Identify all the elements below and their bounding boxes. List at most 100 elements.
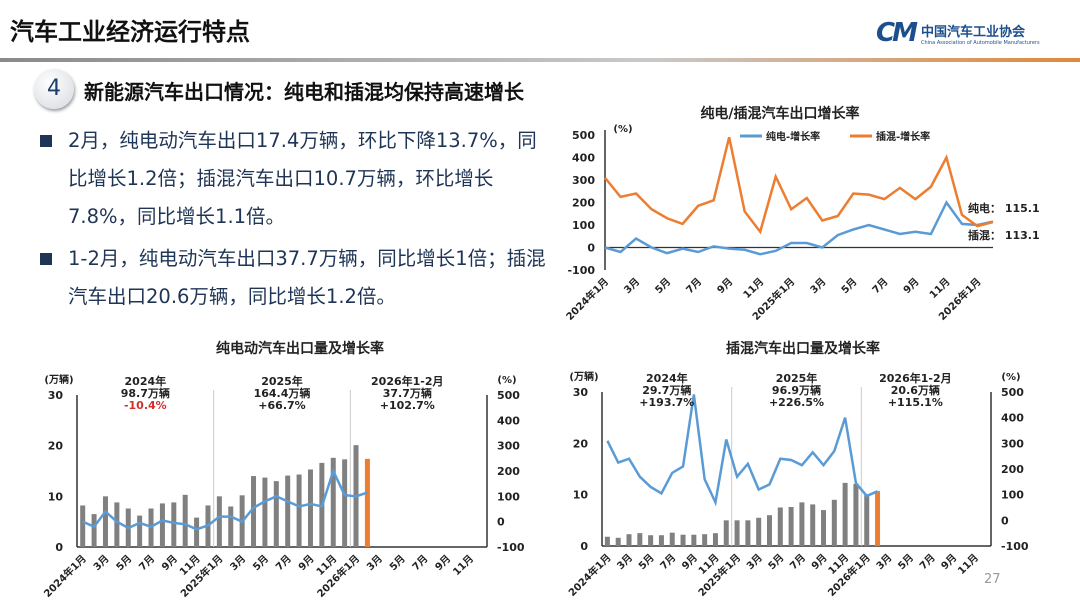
x-tick-label: 7月: [917, 552, 937, 572]
bar: [273, 481, 279, 547]
y-tick-label-right: -100: [1001, 540, 1029, 553]
bar: [702, 534, 708, 546]
bar: [821, 510, 827, 546]
x-tick-label: 7月: [410, 553, 430, 573]
bullet-text: 2月，纯电动汽车出口17.4万辆，环比下降13.7%，同比增长1.2倍；插混汽车…: [68, 129, 537, 228]
growth-line: [82, 467, 368, 531]
bar: [766, 515, 772, 546]
y-tick-label-left: 10: [48, 490, 64, 503]
bar: [745, 520, 751, 546]
x-tick-label: 2024年1月: [566, 551, 614, 599]
x-tick-label: 3月: [874, 552, 894, 572]
x-tick-label: 3月: [228, 553, 248, 573]
y-tick-label: 0: [587, 242, 595, 255]
period-volume: 164.4万辆: [254, 386, 311, 400]
x-tick-label: 11月: [927, 276, 952, 301]
x-tick-label: 3月: [744, 552, 764, 572]
period-year: 2026年1-2月: [879, 371, 952, 385]
bar: [680, 534, 686, 546]
bar: [307, 469, 313, 547]
bar: [723, 520, 729, 546]
period-year: 2026年1-2月: [371, 374, 444, 388]
x-tick-label: 5月: [896, 552, 916, 572]
y-tick-label: 100: [572, 219, 595, 232]
bar: [669, 532, 675, 546]
x-tick-label: 5月: [653, 276, 673, 296]
period-volume: 37.7万辆: [383, 386, 432, 400]
end-value-label: 插混： 113.1: [968, 228, 1040, 242]
bar: [251, 476, 257, 547]
period-volume: 20.6万辆: [891, 383, 940, 397]
bar: [91, 514, 97, 547]
y-tick-label: -100: [567, 264, 595, 277]
chart-title: 插混汽车出口量及增长率: [726, 340, 880, 357]
x-tick-label: 11月: [956, 552, 981, 577]
x-tick-label: 7月: [788, 552, 808, 572]
bar: [734, 520, 740, 546]
x-tick-label: 7月: [658, 552, 678, 572]
bar: [648, 535, 654, 546]
logo-name-en: China Association of Automobile Manufact…: [920, 39, 1040, 46]
section-number: 4: [34, 69, 74, 109]
x-tick-label: 3月: [615, 552, 635, 572]
x-tick-label: 5月: [766, 552, 786, 572]
x-tick-label: 5月: [387, 553, 407, 573]
bar: [194, 517, 200, 547]
y-tick-label-right: 200: [497, 465, 520, 478]
period-year: 2025年: [261, 374, 303, 388]
x-tick-label: 7月: [870, 276, 890, 296]
bar: [216, 496, 222, 547]
bar: [831, 499, 837, 546]
y-tick-label-left: 30: [573, 386, 589, 399]
bar: [756, 517, 762, 546]
bullet-item: 1-2月，纯电动汽车出口37.7万辆，同比增长1倍；插混汽车出口20.6万辆，同…: [38, 240, 548, 316]
logo: CM 中国汽车工业协会 China Association of Automob…: [876, 18, 1040, 48]
y-tick-label-left: 30: [48, 389, 64, 402]
bullet-item: 2月，纯电动汽车出口17.4万辆，环比下降13.7%，同比增长1.2倍；插混汽车…: [38, 122, 548, 236]
bullet-square-icon: [40, 253, 52, 265]
period-growth: +193.7%: [639, 396, 694, 409]
y-unit-left: (万辆): [44, 373, 73, 386]
growth-line: [606, 394, 879, 507]
bar: [80, 505, 86, 547]
bar: [137, 515, 143, 547]
x-tick-label: 2024年1月: [41, 552, 89, 600]
logo-mark: CM: [876, 18, 918, 48]
chart-title: 纯电/插混汽车出口增长率: [700, 105, 859, 122]
bar: [788, 506, 794, 546]
bar: [691, 534, 697, 546]
y-tick-label: 300: [572, 174, 595, 187]
bar: [285, 475, 291, 547]
bullet-list: 2月，纯电动汽车出口17.4万辆，环比下降13.7%，同比增长1.2倍；插混汽车…: [38, 122, 548, 320]
y-tick-label-right: 500: [1001, 386, 1024, 399]
x-tick-label: 2024年1月: [563, 275, 611, 323]
x-tick-label: 3月: [91, 553, 111, 573]
period-year: 2025年: [776, 371, 818, 385]
bar: [658, 535, 664, 546]
y-tick-label-right: 0: [1001, 514, 1009, 527]
x-tick-label: 11月: [451, 553, 476, 578]
period-volume: 96.9万辆: [772, 383, 821, 397]
bar: [777, 507, 783, 546]
page-number: 27: [984, 572, 1001, 587]
period-growth: -10.4%: [124, 399, 167, 412]
x-tick-label: 7月: [273, 553, 293, 573]
legend-label: 插混-增长率: [876, 130, 930, 143]
end-value-label: 纯电： 115.1: [968, 201, 1040, 215]
logo-name-cn: 中国汽车工业协会: [920, 24, 1025, 40]
period-volume: 29.7万辆: [642, 383, 691, 397]
bar: [842, 482, 848, 546]
period-year: 2024年: [646, 371, 688, 385]
bar: [342, 459, 348, 547]
y-tick-label-right: 100: [497, 490, 520, 503]
bar: [853, 483, 859, 546]
header-divider: [0, 58, 1080, 62]
y-tick-label-right: 100: [1001, 489, 1024, 502]
y-tick-label-right: 200: [1001, 463, 1024, 476]
bullet-text: 1-2月，纯电动汽车出口37.7万辆，同比增长1倍；插混汽车出口20.6万辆，同…: [68, 247, 546, 308]
y-unit-right: (%): [1001, 372, 1020, 383]
period-volume: 98.7万辆: [121, 386, 170, 400]
y-tick-label-left: 0: [580, 540, 588, 553]
chart-title: 纯电动汽车出口量及增长率: [216, 340, 384, 357]
